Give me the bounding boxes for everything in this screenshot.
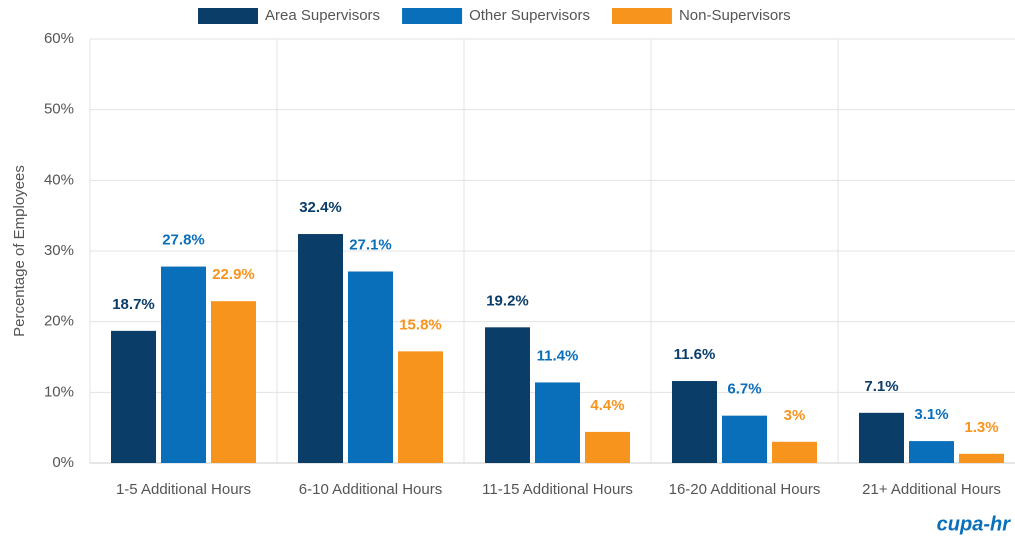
x-tick-label: 1-5 Additional Hours [116,481,251,498]
value-label: 11.4% [537,347,579,364]
bar [722,415,767,463]
y-tick-label: 30% [44,242,74,259]
value-label: 6.7% [727,381,761,398]
value-label: 27.8% [162,232,205,249]
bar [585,431,630,463]
bar [772,441,817,463]
bar [111,330,156,463]
bar [161,266,206,463]
y-tick-label: 20% [44,313,74,330]
legend-swatch [198,8,258,24]
y-tick-label: 40% [44,171,74,188]
x-tick-label: 6-10 Additional Hours [299,481,442,498]
bar [348,271,393,463]
legend-swatch [402,8,463,24]
legend-label: Other Supervisors [469,7,590,24]
y-tick-label: 50% [44,101,74,118]
value-label: 3% [784,407,806,424]
bar [535,382,580,463]
bar [672,381,717,463]
legend-swatch [611,8,672,24]
bar [859,412,904,463]
bar [909,441,954,463]
x-tick-label: 21+ Additional Hours [862,481,1001,498]
value-label: 19.2% [486,292,529,309]
value-label: 11.6% [674,346,716,363]
y-tick-label: 60% [44,30,74,47]
value-label: 27.1% [349,236,392,253]
value-label: 4.4% [590,397,624,414]
bar [398,351,443,463]
y-axis-label: Percentage of Employees [11,165,28,337]
value-label: 18.7% [112,296,155,313]
bar [211,301,256,463]
legend-label: Non-Supervisors [679,7,791,24]
bar [959,453,1004,463]
value-label: 7.1% [864,378,898,395]
value-label: 15.8% [399,316,442,333]
bar [298,234,343,463]
legend-label: Area Supervisors [265,7,380,24]
logo: cupa-hr [937,513,1012,535]
value-label: 3.1% [914,406,948,423]
value-label: 1.3% [964,419,998,436]
x-tick-label: 11-15 Additional Hours [482,481,633,498]
y-tick-label: 0% [52,454,74,471]
bar [485,327,530,463]
y-tick-label: 10% [44,383,74,400]
x-tick-label: 16-20 Additional Hours [669,481,821,498]
value-label: 32.4% [299,199,342,216]
value-label: 22.9% [212,266,255,283]
